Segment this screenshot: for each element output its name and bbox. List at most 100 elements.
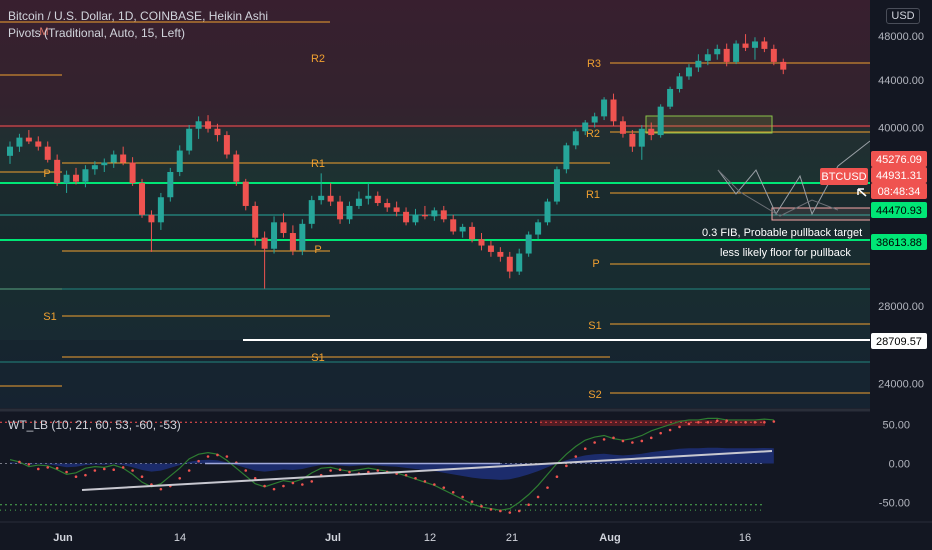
candle-body (355, 198, 362, 206)
wt2-dot (178, 476, 182, 480)
wt2-dot (140, 475, 144, 479)
wt2-dot (93, 469, 97, 472)
wt2-dot (527, 503, 530, 507)
candle-body (54, 159, 61, 184)
wt2-dot (649, 436, 653, 440)
wt2-dot (112, 468, 116, 472)
wt2-dot (282, 484, 285, 488)
indicator-legend[interactable]: WT_LB (10, 21, 60, 53, -60, -53) (8, 418, 181, 432)
wt2-dot (263, 484, 266, 488)
candle-body (337, 201, 344, 220)
wt2-dot (206, 455, 210, 458)
candle-body (610, 99, 617, 122)
price-tick-label: 48000.00 (878, 31, 924, 43)
candle-body (591, 116, 598, 123)
pivot-label: R3 (587, 58, 601, 70)
wt2-dot (631, 441, 634, 444)
time-axis[interactable]: Jun 14 Jul 12 21 Aug 16 (0, 521, 932, 550)
price-tag-label: 45276.09 (876, 154, 922, 166)
candle-body (403, 211, 410, 223)
candles-layer[interactable] (7, 34, 787, 289)
wt2-dot (517, 509, 521, 513)
wt2-dot (159, 487, 163, 491)
pivot-label: R1 (586, 189, 600, 201)
price-tag (871, 151, 927, 167)
pivot-label: R2 (586, 128, 600, 140)
candle-body (582, 122, 589, 132)
oscillator-pane-background (0, 412, 870, 522)
price-axis-background (870, 0, 932, 522)
candle-body (25, 137, 32, 142)
candle-body (685, 67, 692, 77)
wt2-dot (546, 486, 549, 489)
candle-body (157, 197, 164, 223)
time-axis-background (0, 522, 932, 550)
pivot-label: P (314, 244, 321, 256)
candle-body (770, 48, 777, 62)
candle-body (186, 128, 193, 151)
wt2-dot (272, 487, 276, 491)
candle-body (289, 233, 296, 251)
wt2-dot (715, 419, 719, 423)
candle-body (714, 48, 721, 55)
pivot-label: S1 (43, 311, 56, 323)
candle-body (516, 253, 523, 272)
wt2-dot (489, 508, 493, 511)
candle-body (780, 61, 787, 70)
projection-path (717, 169, 839, 217)
pivot-label: R1 (311, 158, 325, 170)
candle-body (535, 222, 542, 235)
time-tick-label: 14 (174, 532, 186, 544)
candle-body (469, 226, 476, 240)
wt2-dot (225, 455, 229, 458)
pivot-lines: M R2 R3 R2 P R1 R1 P P S1 S1 S1 S2 (0, 21, 870, 401)
price-tag-label: 38613.88 (876, 237, 922, 249)
wt2-dot (442, 486, 446, 489)
wt2-dot (348, 470, 351, 474)
candle-body (393, 207, 400, 212)
wt2-dot (414, 476, 417, 480)
candle-body (384, 203, 391, 208)
overbought-zone (540, 420, 765, 426)
candle-body (261, 237, 268, 249)
candle-body (82, 169, 89, 182)
candle-body (619, 121, 626, 134)
wt2-dot (84, 473, 87, 477)
time-tick-label: Jun (53, 532, 73, 544)
candle-body (657, 106, 664, 136)
wt2-dot (121, 466, 125, 469)
pivot-zone (0, 128, 870, 183)
wt2-dot (103, 467, 106, 471)
pivot-label: S1 (311, 352, 324, 364)
wave-trend-oscillator[interactable] (0, 417, 776, 514)
wt2-dot (753, 420, 757, 424)
candle-body (120, 154, 127, 163)
wt2-dot (404, 473, 408, 477)
price-tag-label: 44931.31 (876, 170, 922, 182)
candle-body (478, 239, 485, 246)
wt2-dot (301, 483, 304, 486)
wt2-dot (725, 419, 728, 423)
wt2-dot (602, 438, 606, 441)
candle-body (374, 195, 381, 204)
candle-body (16, 137, 23, 147)
candle-body (459, 226, 466, 232)
drawings-layer[interactable]: 0.3 FIB, Probable pullback target less li… (243, 115, 873, 341)
candle-body (487, 245, 494, 252)
candle-body (648, 128, 655, 136)
candle-body (601, 99, 608, 117)
candle-body (667, 88, 674, 107)
pivots-legend[interactable]: Pivots (Traditional, Auto, 15, Left) (8, 26, 185, 40)
wt2-dot (461, 495, 464, 499)
wt2-dot (480, 504, 483, 508)
candle-body (205, 121, 212, 129)
wt2-dot (376, 469, 380, 472)
price-axis[interactable]: 60000.0056000.0052000.0048000.0044000.00… (870, 0, 932, 522)
wt2-dot (18, 460, 21, 464)
candle-body (271, 222, 278, 249)
candle-body (214, 128, 221, 136)
time-tick-label: Aug (599, 532, 620, 544)
wt2-dot (583, 447, 587, 451)
time-tick-label: 21 (506, 532, 518, 544)
